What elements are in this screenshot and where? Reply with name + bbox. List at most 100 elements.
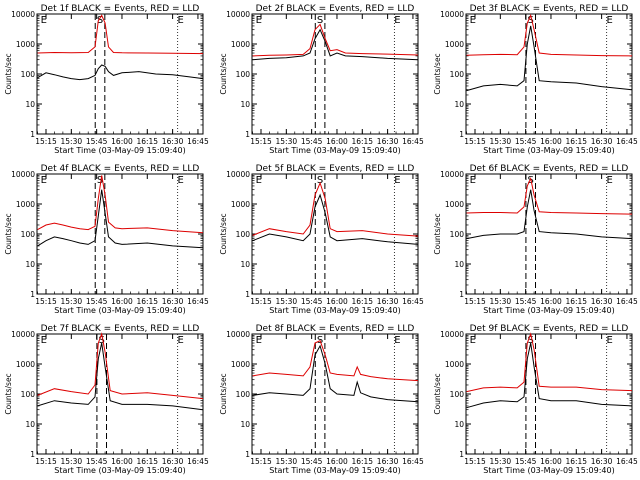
y-tick-label: 10000	[226, 170, 250, 179]
x-tick-label: 15:30	[61, 297, 83, 306]
x-tick-label: 16:15	[136, 137, 158, 146]
y-tick-label: 100	[21, 390, 36, 399]
x-tick-label: 15:15	[35, 457, 57, 466]
eclipse-marker-label: E	[256, 335, 262, 346]
x-axis-label: Start Time (03-May-09 15:09:40)	[483, 146, 614, 155]
y-axis-label: Counts/sec	[219, 373, 228, 414]
x-tick-label: 15:15	[35, 297, 57, 306]
x-tick-label: 15:30	[276, 137, 298, 146]
y-tick-label: 1	[245, 290, 250, 299]
plot-frame	[36, 173, 204, 295]
y-tick-label: 10000	[11, 330, 35, 339]
x-tick-label: 16:00	[540, 137, 562, 146]
x-axis-label: Start Time (03-May-09 15:09:40)	[483, 466, 614, 475]
y-tick-label: 1	[245, 450, 250, 459]
x-axis-label: Start Time (03-May-09 15:09:40)	[483, 306, 614, 315]
x-tick-label: 16:00	[111, 457, 133, 466]
x-tick-label: 16:45	[402, 297, 424, 306]
y-tick-label: 10000	[440, 170, 464, 179]
x-tick-label: 16:30	[162, 137, 184, 146]
y-axis-label: Counts/sec	[219, 213, 228, 254]
events-series-line	[252, 344, 419, 403]
x-tick-label: 16:30	[162, 457, 184, 466]
events-series-line	[252, 193, 419, 245]
y-tick-label: 100	[21, 70, 36, 79]
y-tick-label: 100	[21, 230, 36, 239]
lld-series-line	[252, 181, 419, 237]
x-tick-label: 15:45	[515, 297, 537, 306]
y-tick-label: 1	[459, 450, 464, 459]
eclipse-marker-label: E	[41, 175, 47, 186]
y-axis-label: Counts/sec	[4, 53, 13, 94]
y-tick-label: 10000	[226, 330, 250, 339]
chart-panel: Det 2f BLACK = Events, RED = LLD 1 10 100 10…	[219, 4, 424, 155]
y-tick-label: 10	[454, 260, 464, 269]
eclipse-marker-label: E	[470, 175, 476, 186]
saa-marker-label: S	[97, 175, 103, 186]
events-series-line	[37, 189, 204, 249]
chart-panel: Det 5f BLACK = Events, RED = LLD 1 10 100 10…	[219, 164, 424, 315]
chart-title: Det 8f BLACK = Events, RED = LLD	[256, 324, 415, 334]
saa-marker-label: S	[528, 15, 534, 26]
chart-title: Det 5f BLACK = Events, RED = LLD	[256, 164, 415, 174]
eclipse-marker-label: E	[394, 15, 400, 26]
eclipse-marker-label: E	[607, 335, 613, 346]
eclipse-marker-label: E	[256, 175, 262, 186]
chart-title: Det 7f BLACK = Events, RED = LLD	[41, 324, 200, 334]
chart-panel: Det 1f BLACK = Events, RED = LLD 1 10 100 10…	[4, 4, 209, 155]
x-axis-label: Start Time (03-May-09 15:09:40)	[54, 466, 185, 475]
eclipse-marker-label: E	[178, 175, 184, 186]
saa-marker-label: S	[317, 175, 323, 186]
x-tick-label: 15:30	[490, 297, 512, 306]
chart-panel: Det 9f BLACK = Events, RED = LLD 1 10 100 10…	[433, 324, 638, 475]
y-tick-label: 10	[240, 420, 250, 429]
y-tick-label: 100	[450, 390, 465, 399]
x-tick-label: 15:45	[515, 457, 537, 466]
y-tick-label: 1000	[445, 360, 464, 369]
x-tick-label: 16:15	[351, 137, 373, 146]
saa-marker-label: S	[317, 15, 323, 26]
y-tick-label: 10	[25, 420, 35, 429]
x-tick-label: 16:00	[326, 297, 348, 306]
lld-series-line	[252, 23, 419, 57]
x-tick-label: 16:00	[111, 137, 133, 146]
x-tick-label: 16:30	[591, 457, 613, 466]
y-tick-label: 1000	[231, 40, 250, 49]
y-tick-label: 1000	[16, 40, 35, 49]
chart-panel: Det 6f BLACK = Events, RED = LLD 1 10 100 10…	[433, 164, 638, 315]
x-tick-label: 16:15	[565, 457, 587, 466]
chart-panel: Det 7f BLACK = Events, RED = LLD 1 10 100 10…	[4, 324, 209, 475]
x-tick-label: 16:00	[111, 297, 133, 306]
x-tick-label: 15:15	[464, 137, 486, 146]
x-tick-label: 16:30	[591, 297, 613, 306]
eclipse-marker-label: E	[178, 15, 184, 26]
y-tick-label: 100	[236, 70, 251, 79]
lld-series-line	[37, 175, 204, 234]
x-tick-label: 15:30	[490, 457, 512, 466]
x-tick-label: 15:15	[250, 457, 272, 466]
y-tick-label: 10	[25, 100, 35, 109]
y-tick-label: 10	[454, 420, 464, 429]
eclipse-marker-label: E	[41, 335, 47, 346]
x-tick-label: 16:15	[565, 137, 587, 146]
chart-title: Det 9f BLACK = Events, RED = LLD	[470, 324, 629, 334]
y-tick-label: 1000	[231, 360, 250, 369]
lld-series-line	[466, 177, 633, 215]
lld-series-line	[466, 13, 633, 57]
y-tick-label: 1000	[16, 200, 35, 209]
events-series-line	[466, 25, 633, 92]
x-tick-label: 16:30	[377, 297, 399, 306]
y-tick-label: 10000	[226, 10, 250, 19]
eclipse-marker-label: E	[41, 15, 47, 26]
y-tick-label: 10000	[11, 10, 35, 19]
y-tick-label: 1000	[16, 360, 35, 369]
saa-marker-label: S	[528, 335, 534, 346]
x-tick-label: 16:00	[326, 137, 348, 146]
y-axis-label: Counts/sec	[219, 53, 228, 94]
x-tick-label: 15:30	[61, 457, 83, 466]
y-tick-label: 10000	[440, 330, 464, 339]
x-tick-label: 16:45	[616, 457, 638, 466]
x-tick-label: 15:15	[250, 297, 272, 306]
y-tick-label: 100	[450, 70, 465, 79]
x-tick-label: 16:30	[162, 297, 184, 306]
